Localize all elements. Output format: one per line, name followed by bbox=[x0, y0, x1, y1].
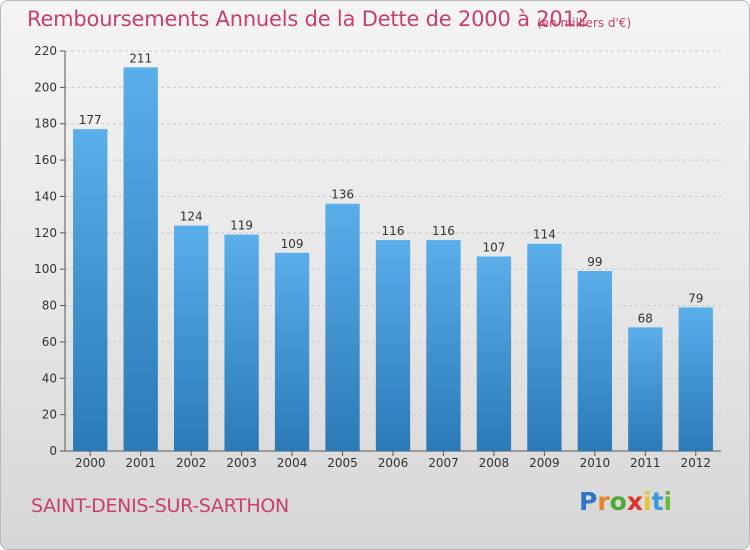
y-tick-label: 140 bbox=[34, 189, 57, 203]
bar-2006 bbox=[375, 240, 411, 451]
bar-2004 bbox=[274, 252, 310, 451]
bar-2011 bbox=[628, 327, 663, 451]
bar-2012 bbox=[678, 307, 713, 451]
y-tick-label: 20 bbox=[42, 408, 57, 422]
value-label-2006: 116 bbox=[382, 224, 405, 238]
y-tick-label: 200 bbox=[34, 80, 57, 94]
value-label-2003: 119 bbox=[230, 219, 253, 233]
x-tick-label-2012: 2012 bbox=[680, 456, 711, 470]
value-label-2005: 136 bbox=[331, 188, 354, 202]
logo-letter: x bbox=[626, 487, 643, 516]
y-tick-label: 80 bbox=[42, 299, 57, 313]
y-tick-label: 120 bbox=[34, 226, 57, 240]
logo-letter: r bbox=[597, 487, 610, 516]
x-tick-label-2007: 2007 bbox=[428, 456, 459, 470]
y-tick-label: 40 bbox=[42, 371, 57, 385]
y-tick-label: 220 bbox=[34, 44, 57, 58]
y-tick-label: 100 bbox=[34, 262, 57, 276]
x-tick-label-2004: 2004 bbox=[277, 456, 308, 470]
value-label-2012: 79 bbox=[688, 291, 703, 305]
value-label-2002: 124 bbox=[180, 210, 203, 224]
bar-2000 bbox=[73, 129, 108, 451]
value-label-2000: 177 bbox=[79, 113, 102, 127]
bar-2005 bbox=[325, 203, 360, 451]
chart-title: Remboursements Annuels de la Dette de 20… bbox=[27, 7, 589, 31]
x-tick-label-2006: 2006 bbox=[378, 456, 409, 470]
bar-2007 bbox=[426, 240, 461, 451]
x-tick-label-2001: 2001 bbox=[125, 456, 156, 470]
bars bbox=[73, 67, 713, 451]
y-tick-label: 60 bbox=[42, 335, 57, 349]
value-label-2011: 68 bbox=[638, 311, 653, 325]
x-tick-label-2011: 2011 bbox=[630, 456, 661, 470]
bar-2008 bbox=[476, 256, 512, 451]
labels: 0 20 40 60 80 100 120 140 160 180 200 220 177 2000 211… bbox=[34, 44, 711, 470]
chart-unit-label: (en milliers d'€) bbox=[537, 16, 632, 30]
x-tick-label-2010: 2010 bbox=[580, 456, 611, 470]
logo-letter: P bbox=[579, 487, 598, 516]
commune-name: SAINT-DENIS-SUR-SARTHON bbox=[31, 495, 289, 517]
logo-letter: t bbox=[651, 487, 664, 516]
bar-2003 bbox=[224, 234, 259, 451]
y-tick-label: 0 bbox=[49, 444, 57, 458]
logo-letter: o bbox=[609, 487, 627, 516]
bar-2009 bbox=[527, 243, 562, 451]
x-tick-label-2000: 2000 bbox=[75, 456, 106, 470]
x-tick-label-2003: 2003 bbox=[226, 456, 257, 470]
x-tick-label-2009: 2009 bbox=[529, 456, 560, 470]
x-tick-label-2008: 2008 bbox=[479, 456, 510, 470]
proxiti-logo: Proxiti bbox=[579, 487, 672, 516]
y-tick-label: 180 bbox=[34, 117, 57, 131]
value-label-2008: 107 bbox=[482, 240, 505, 254]
value-label-2004: 109 bbox=[281, 237, 304, 251]
logo-letter: i bbox=[663, 487, 673, 516]
y-tick-label: 160 bbox=[34, 153, 57, 167]
bar-2002 bbox=[173, 225, 209, 451]
bar-2010 bbox=[577, 271, 613, 451]
x-tick-label-2005: 2005 bbox=[327, 456, 358, 470]
value-label-2009: 114 bbox=[533, 228, 556, 242]
value-label-2010: 99 bbox=[587, 255, 602, 269]
x-tick-label-2002: 2002 bbox=[176, 456, 207, 470]
bar-2001 bbox=[123, 67, 158, 451]
logo-letter: i bbox=[643, 487, 652, 516]
value-label-2007: 116 bbox=[432, 224, 455, 238]
value-label-2001: 211 bbox=[129, 51, 152, 65]
